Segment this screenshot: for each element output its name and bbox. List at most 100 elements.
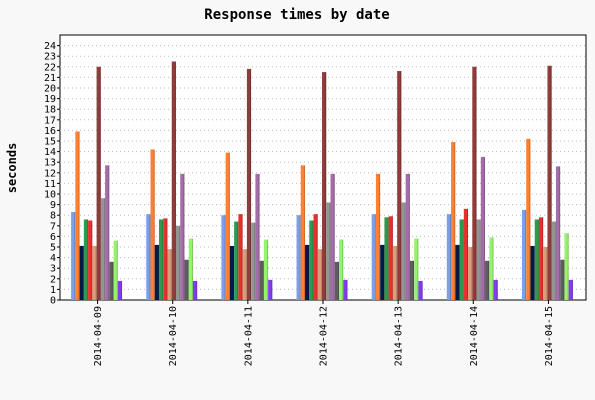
bar (268, 279, 273, 300)
bar-shade (170, 249, 172, 300)
y-tick-label: 0 (50, 296, 56, 307)
bar-shade (228, 152, 230, 300)
bar-shade (187, 259, 189, 300)
x-tick-label: 2014-04-11 (243, 306, 254, 366)
bar-shade (271, 279, 273, 300)
bar-shade (157, 244, 159, 300)
bar-shade (121, 280, 123, 300)
bar (154, 244, 159, 300)
bar-shade (400, 71, 402, 300)
bar-shade (396, 245, 398, 300)
bar-shade (82, 245, 84, 300)
bar-shade (529, 138, 531, 300)
bars (71, 61, 573, 301)
bar-shade (329, 202, 331, 300)
bar (150, 149, 155, 300)
bar (105, 165, 110, 300)
bar-shade (546, 247, 548, 300)
bar (534, 219, 539, 300)
bar (405, 173, 410, 300)
y-tick-label: 19 (44, 94, 56, 105)
bar-shade (116, 240, 118, 300)
bar (326, 202, 331, 300)
bar-shade (254, 222, 256, 300)
x-tick-label: 2014-04-10 (168, 306, 179, 366)
bar (521, 209, 527, 300)
y-tick-label: 21 (44, 73, 56, 84)
bar-shade (174, 61, 176, 300)
bar-shade (112, 261, 114, 300)
bar (255, 173, 260, 300)
bar-shade (563, 259, 565, 300)
bar (560, 259, 565, 300)
bar (564, 233, 569, 300)
bar (371, 214, 376, 300)
bar (229, 245, 235, 300)
bar (322, 72, 327, 300)
y-tick-label: 8 (50, 211, 56, 222)
bar-shade (571, 279, 573, 300)
bar-shade (337, 261, 339, 300)
bar-shade (404, 202, 406, 300)
bar-shade (387, 217, 389, 300)
y-tick-label: 6 (50, 232, 56, 243)
y-tick-label: 11 (44, 179, 56, 190)
bar (225, 152, 230, 300)
bar-shade (262, 260, 264, 300)
chart-title: Response times by date (204, 7, 389, 23)
bar (259, 260, 264, 300)
bar (485, 260, 490, 300)
bar (188, 238, 193, 300)
bar-shade (450, 214, 452, 300)
bar (158, 219, 164, 300)
bar-shade (153, 149, 155, 300)
y-tick-label: 9 (50, 200, 56, 211)
bar-shade (267, 239, 269, 300)
bar-shade (471, 247, 473, 300)
bar (75, 131, 80, 300)
x-tick-label: 2014-04-13 (394, 306, 405, 366)
bar (551, 221, 556, 300)
bar (242, 249, 247, 300)
bar (568, 279, 573, 300)
bar (175, 225, 181, 300)
y-tick-label: 5 (50, 243, 56, 254)
bar (392, 245, 398, 300)
bar-shade (342, 239, 344, 300)
bar-shade (421, 280, 423, 300)
bar (476, 219, 481, 300)
bar (455, 244, 460, 300)
bar (246, 68, 252, 300)
y-tick-label: 13 (44, 158, 56, 169)
bar (339, 239, 344, 300)
bar (238, 214, 243, 300)
bar (171, 61, 176, 300)
y-tick-label: 14 (44, 147, 56, 158)
bar (96, 66, 101, 300)
bar-shade (325, 72, 327, 300)
bar-shade (488, 260, 490, 300)
bar (530, 245, 535, 300)
bar (384, 217, 389, 300)
bar-shade (149, 214, 151, 300)
bar (184, 259, 189, 300)
bar-shade (162, 219, 164, 300)
bar-shade (245, 249, 247, 300)
bar (234, 221, 239, 300)
bar-shade (496, 279, 498, 300)
bar-shade (484, 156, 486, 300)
y-tick-label: 23 (44, 52, 56, 63)
bar (493, 279, 498, 300)
x-axis-ticks: 2014-04-09 2014-04-10 2014-04-11 2014-04-12… (93, 300, 555, 366)
y-tick-label: 24 (44, 41, 56, 52)
bar-shade (408, 173, 410, 300)
x-tick-label: 2014-04-09 (93, 306, 104, 366)
bar (489, 237, 494, 300)
bar-shade (550, 65, 552, 301)
y-tick-label: 16 (44, 126, 56, 137)
bar-shade (312, 220, 314, 300)
bar (109, 261, 114, 300)
y-tick-label: 17 (44, 115, 56, 126)
bar (167, 249, 172, 300)
bar-shade (191, 238, 193, 300)
